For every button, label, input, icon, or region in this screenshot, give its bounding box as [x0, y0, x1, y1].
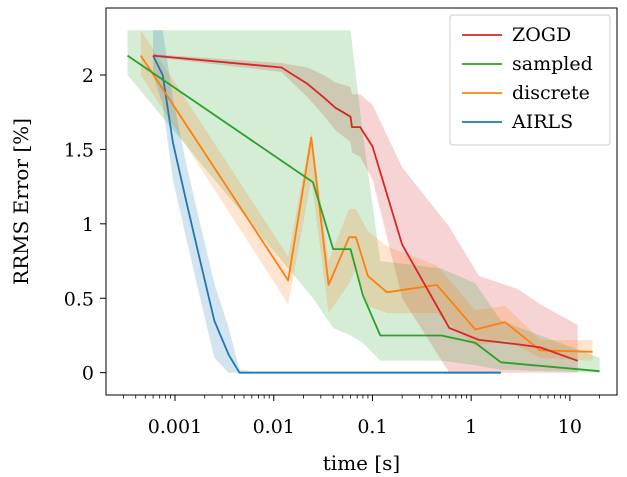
x-tick-label: 0.1: [357, 416, 387, 438]
legend: ZOGD sampled discrete AIRLS: [449, 14, 611, 146]
y-tick-label: 0.5: [64, 288, 94, 310]
axis-ticks: 0.001 0.01 0.1 1 10 0 0.5 1 1.5 2: [64, 65, 601, 438]
line-sampled: [126, 54, 600, 373]
y-tick-label: 2: [82, 65, 94, 87]
legend-label-discrete: discrete: [512, 82, 590, 104]
band-discrete: [140, 30, 593, 361]
line-discrete: [140, 55, 593, 353]
plot-area-frame: [105, 7, 618, 396]
y-tick-label: 1.5: [64, 139, 94, 161]
y-tick-label: 0: [82, 363, 94, 385]
series-lines: [126, 54, 600, 374]
y-axis-label: RRMS Error [%]: [9, 118, 33, 285]
legend-label-airls: AIRLS: [511, 111, 573, 133]
legend-box: [449, 14, 611, 146]
x-tick-label: 0.001: [148, 416, 202, 438]
x-tick-label: 0.01: [253, 416, 295, 438]
band-sampled: [127, 30, 600, 373]
y-tick-label: 1: [82, 214, 94, 236]
line-zogd: [153, 54, 579, 362]
confidence-bands: [127, 30, 600, 373]
x-tick-label: 1: [465, 416, 477, 438]
legend-label-zogd: ZOGD: [512, 24, 571, 46]
band-zogd: [153, 54, 578, 373]
x-tick-label: 10: [558, 416, 582, 438]
legend-label-sampled: sampled: [512, 53, 593, 75]
line-airls: [152, 55, 501, 374]
x-axis-label: time [s]: [323, 451, 400, 475]
